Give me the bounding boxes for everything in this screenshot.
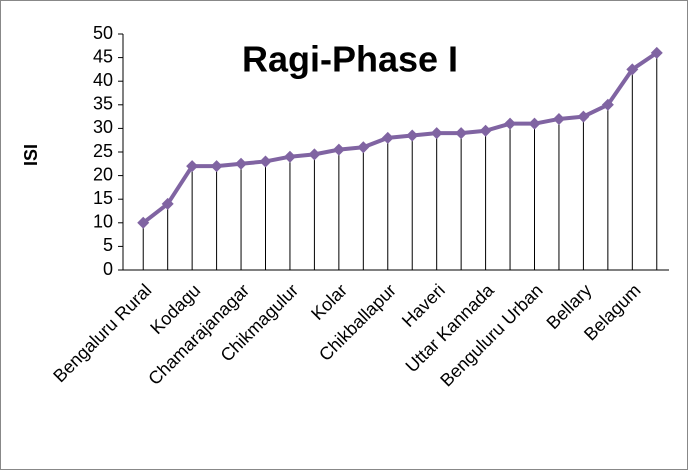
- y-tick-label: 20: [93, 164, 113, 184]
- data-line: [142, 51, 658, 225]
- y-tick-label: 15: [93, 188, 113, 208]
- y-tick-label: 30: [93, 117, 113, 137]
- marker: [283, 150, 296, 163]
- marker: [577, 110, 590, 123]
- marker: [332, 143, 345, 156]
- y-axis-label: ISI: [21, 144, 41, 166]
- marker: [626, 63, 639, 76]
- marker: [479, 124, 492, 137]
- marker: [137, 216, 150, 229]
- marker: [650, 46, 663, 59]
- marker: [259, 155, 272, 168]
- y-tick-label: 40: [93, 70, 113, 90]
- marker: [601, 98, 614, 111]
- marker: [308, 148, 321, 161]
- y-tick-label: 25: [93, 141, 113, 161]
- y-tick-label: 50: [93, 23, 113, 43]
- y-tick-label: 10: [93, 212, 113, 232]
- marker: [235, 157, 248, 170]
- marker: [528, 117, 541, 130]
- marker: [406, 129, 419, 142]
- chart-title: Ragi-Phase I: [242, 39, 458, 80]
- marker: [455, 127, 468, 140]
- y-tick-label: 0: [103, 259, 113, 279]
- marker: [552, 112, 565, 125]
- marker: [430, 127, 443, 140]
- marker: [381, 131, 394, 144]
- marker: [210, 160, 223, 173]
- marker: [357, 141, 370, 154]
- y-tick-label: 45: [93, 46, 113, 66]
- y-tick-label: 35: [93, 94, 113, 114]
- marker: [186, 160, 199, 173]
- marker: [504, 117, 517, 130]
- marker: [161, 197, 174, 210]
- y-tick-label: 5: [103, 235, 113, 255]
